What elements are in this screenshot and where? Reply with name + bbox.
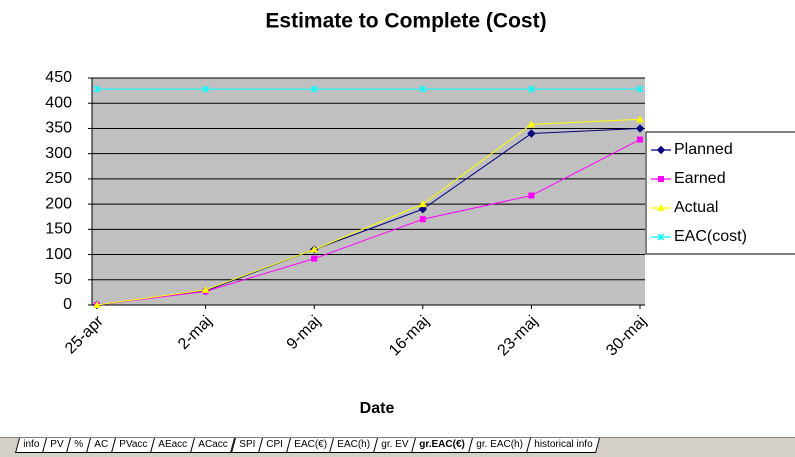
x-tick-label: 23-maj bbox=[495, 313, 542, 360]
y-tick-label: 350 bbox=[45, 120, 72, 137]
marker bbox=[656, 145, 666, 155]
sheet-tab[interactable]: EAC(h) bbox=[329, 438, 379, 453]
sheet-tab[interactable]: gr. EAC(h) bbox=[468, 438, 531, 453]
sheet-tab-label: gr. EV bbox=[381, 439, 409, 450]
sheet-tab-label: SPI bbox=[239, 439, 256, 450]
series-line bbox=[96, 118, 641, 306]
sheet-tabs: info PV% AC PVacc AEacc ACacc SPI CPI EAC(€) EAC(… bbox=[0, 437, 795, 457]
sheet-tab-label: info bbox=[23, 439, 40, 450]
y-tick-label: 0 bbox=[63, 296, 72, 313]
marker bbox=[418, 200, 427, 208]
sheet-tab[interactable]: gr.EAC(€) bbox=[411, 438, 474, 453]
plot-area bbox=[92, 78, 645, 305]
sheet-tab-label: PVacc bbox=[119, 439, 148, 450]
marker bbox=[93, 85, 101, 93]
sheet-tab[interactable]: gr. EV bbox=[373, 438, 417, 453]
marker bbox=[419, 85, 427, 93]
sheet-tab[interactable]: historical info bbox=[525, 438, 601, 453]
marker bbox=[419, 216, 426, 223]
x-tick-label: 16-maj bbox=[386, 313, 433, 360]
marker bbox=[93, 301, 101, 308]
x-tick-label: 9-maj bbox=[284, 313, 324, 353]
legend-label: Actual bbox=[674, 199, 718, 216]
y-tick-label: 150 bbox=[45, 221, 72, 238]
legend-box bbox=[645, 131, 795, 255]
chart-title: Estimate to Complete (Cost) bbox=[265, 10, 546, 33]
marker bbox=[201, 285, 210, 293]
x-tick-label: 30-maj bbox=[603, 313, 650, 360]
sheet-tab-label: AC bbox=[94, 439, 109, 450]
sheet-tab[interactable]: ACacc bbox=[190, 438, 236, 453]
sheet-tab-label: historical info bbox=[533, 439, 593, 450]
marker bbox=[527, 120, 536, 128]
marker bbox=[657, 233, 665, 241]
marker bbox=[635, 124, 645, 133]
marker bbox=[418, 204, 428, 214]
series-line bbox=[96, 139, 641, 306]
sheet-tab-label: CPI bbox=[266, 439, 283, 450]
y-tick-label: 400 bbox=[45, 94, 72, 111]
marker bbox=[310, 85, 318, 93]
x-tick-label: 2-maj bbox=[175, 313, 215, 353]
marker bbox=[636, 115, 644, 123]
marker bbox=[637, 136, 643, 143]
marker bbox=[527, 129, 536, 138]
sheet-tab[interactable]: EAC(€) bbox=[285, 438, 335, 453]
sheet-tab-label: ACacc bbox=[198, 439, 229, 450]
y-tick-label: 300 bbox=[45, 145, 72, 162]
legend-label: EAC(cost) bbox=[674, 228, 747, 245]
y-tick-label: 200 bbox=[45, 195, 72, 212]
marker bbox=[527, 85, 535, 93]
sheet-tab-label: EAC(h) bbox=[337, 439, 371, 450]
y-tick-label: 450 bbox=[45, 69, 72, 86]
marker bbox=[528, 192, 535, 199]
legend-label: Planned bbox=[674, 141, 733, 158]
marker bbox=[310, 245, 319, 253]
sheet-tab[interactable]: AEacc bbox=[150, 438, 196, 453]
sheet-tab-label: gr. EAC(h) bbox=[476, 439, 523, 450]
sheet-tab-label: PV bbox=[50, 439, 64, 450]
marker bbox=[311, 255, 318, 262]
sheet-tab-label: AEacc bbox=[158, 439, 188, 450]
legend-label: Earned bbox=[674, 170, 726, 187]
y-tick-label: 50 bbox=[54, 271, 72, 288]
x-tick-label: 25-apr bbox=[62, 312, 107, 357]
sheet-tab-label: % bbox=[74, 439, 84, 450]
chart: Estimate to Complete (Cost) Date 0 50 100 1… bbox=[45, 10, 795, 417]
sheet-tab-label: EAC(€) bbox=[293, 439, 327, 450]
marker bbox=[657, 204, 665, 211]
marker bbox=[658, 176, 664, 182]
sheet-tab[interactable]: PVacc bbox=[111, 438, 156, 453]
y-tick-label: 100 bbox=[45, 246, 72, 263]
y-tick-label: 250 bbox=[45, 170, 72, 187]
marker bbox=[636, 85, 644, 93]
sheet-tab-label: gr.EAC(€) bbox=[419, 439, 466, 450]
marker bbox=[202, 85, 210, 93]
x-axis-title: Date bbox=[360, 400, 395, 417]
